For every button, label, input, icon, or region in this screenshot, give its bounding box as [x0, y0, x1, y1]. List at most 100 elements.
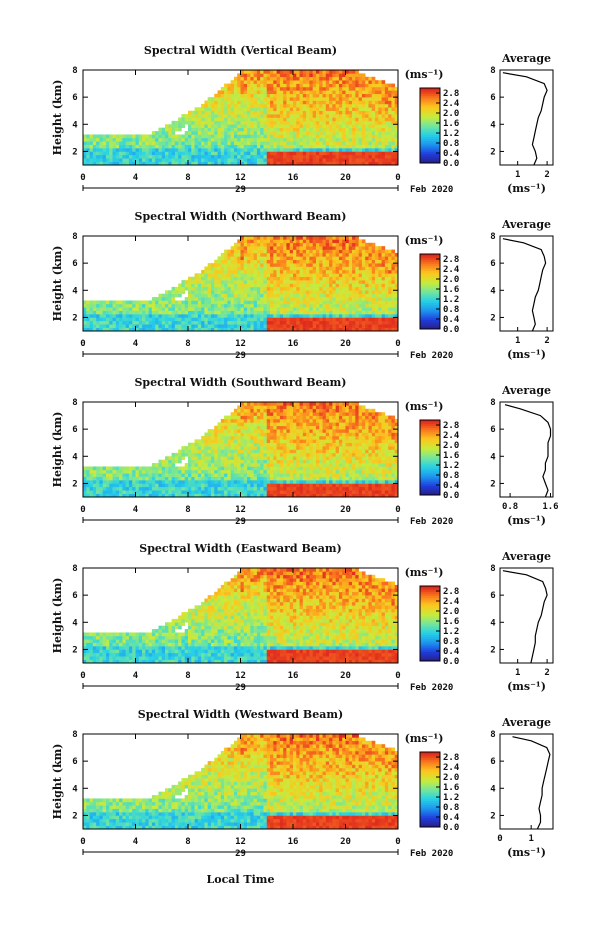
heatmap-cell: [197, 307, 202, 311]
heatmap-cell: [227, 442, 231, 447]
heatmap-cell: [322, 86, 327, 91]
heatmap-cell: [233, 412, 238, 416]
heatmap-cell: [299, 236, 304, 240]
heatmap-cell: [299, 283, 304, 288]
heatmap-cell: [332, 107, 336, 112]
heatmap-cell: [286, 297, 291, 301]
heatmap-cell: [214, 283, 218, 288]
heatmap-cell: [220, 158, 225, 162]
heatmap-cell: [391, 141, 396, 145]
heatmap-cell: [138, 161, 143, 166]
heatmap-cell: [263, 73, 268, 78]
heatmap-cell: [375, 93, 379, 98]
heatmap-cell: [102, 324, 107, 328]
heatmap-cell: [283, 259, 287, 264]
heatmap-cell: [188, 293, 192, 298]
heatmap-cell: [365, 263, 369, 267]
heatmap-cell: [224, 327, 228, 332]
heatmap-cell: [253, 490, 258, 494]
heatmap-cell: [250, 324, 254, 328]
heatmap-cell: [260, 144, 264, 149]
heatmap-cell: [96, 476, 100, 481]
heatmap-cell: [171, 120, 176, 125]
heatmap-cell: [384, 252, 389, 257]
heatmap-cell: [345, 283, 350, 288]
heatmap-cell: [384, 137, 389, 142]
heatmap-cell: [322, 242, 327, 247]
heatmap-cell: [335, 303, 340, 308]
heatmap-cell: [283, 280, 287, 284]
heatmap-cell: [361, 293, 366, 298]
heatmap-cell: [220, 93, 225, 98]
heatmap-cell: [342, 114, 346, 118]
heatmap-cell: [240, 280, 245, 284]
heatmap-cell: [381, 249, 386, 254]
heatmap-cell: [388, 283, 392, 288]
heatmap-cell: [319, 269, 323, 274]
heatmap-cell: [342, 137, 346, 142]
heatmap-cell: [335, 273, 340, 278]
heatmap-cell: [352, 290, 356, 294]
heatmap-cell: [352, 283, 356, 288]
heatmap-cell: [338, 259, 343, 264]
heatmap-cell: [256, 290, 261, 294]
heatmap-cell: [99, 141, 103, 145]
heatmap-cell: [260, 276, 264, 281]
heatmap-cell: [210, 442, 215, 447]
heatmap-cell: [240, 124, 245, 128]
heatmap-cell: [296, 107, 300, 112]
heatmap-cell: [253, 144, 258, 149]
heatmap-cell: [325, 141, 330, 145]
heatmap-cell: [253, 405, 258, 410]
heatmap-cell: [394, 310, 399, 315]
heatmap-cell: [325, 110, 330, 115]
heatmap-cell: [214, 314, 218, 318]
heatmap-cell: [388, 127, 392, 132]
heatmap-cell: [207, 300, 212, 305]
heatmap-cell: [289, 239, 294, 244]
heatmap-cell: [358, 297, 363, 301]
colorbar-tick-label: 2.4: [443, 265, 460, 275]
heatmap-cell: [89, 324, 94, 328]
heatmap-cell: [375, 310, 379, 315]
heatmap-cell: [283, 103, 287, 108]
heatmap-cell: [325, 249, 330, 254]
heatmap-cell: [296, 259, 300, 264]
heatmap-cell: [201, 320, 205, 325]
heatmap-cell: [214, 446, 218, 450]
heatmap-cell: [338, 324, 343, 328]
heatmap-cell: [286, 236, 291, 240]
heatmap-cell: [247, 114, 251, 118]
heatmap-cell: [102, 486, 107, 491]
heatmap-cell: [293, 283, 297, 288]
heatmap-cell: [375, 141, 379, 145]
colorbar-tick-label: 1.2: [443, 129, 459, 139]
heatmap-cell: [260, 290, 264, 294]
heatmap-cell: [174, 469, 179, 474]
heatmap-cell: [286, 100, 291, 105]
heatmap-cell: [260, 114, 264, 118]
heatmap-cell: [270, 266, 274, 271]
heatmap-cell: [135, 148, 140, 152]
heatmap-cell: [233, 449, 238, 454]
heatmap-cell: [243, 246, 248, 250]
heatmap-cell: [138, 151, 143, 156]
heatmap-cell: [250, 307, 254, 311]
heatmap-cell: [105, 151, 110, 156]
heatmap-cell: [296, 307, 300, 311]
heatmap-cell: [342, 148, 346, 152]
heatmap-cell: [342, 117, 346, 122]
heatmap-cell: [201, 161, 205, 166]
heatmap-cell: [151, 144, 156, 149]
heatmap-cell: [214, 124, 218, 128]
heatmap-cell: [283, 110, 287, 115]
heatmap-cell: [194, 297, 199, 301]
heatmap-cell: [204, 100, 208, 105]
heatmap-cell: [105, 161, 110, 166]
heatmap-cell: [329, 246, 333, 250]
heatmap-cell: [207, 273, 212, 278]
heatmap-cell: [233, 117, 238, 122]
heatmap-cell: [109, 480, 113, 484]
colorbar-swatch: [420, 327, 440, 330]
